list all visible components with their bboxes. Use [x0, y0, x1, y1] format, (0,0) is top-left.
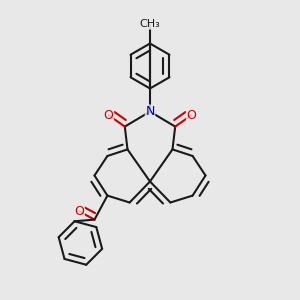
Text: O: O: [104, 109, 113, 122]
Text: O: O: [187, 109, 196, 122]
Text: N: N: [145, 105, 155, 118]
Text: O: O: [75, 205, 84, 218]
Text: CH₃: CH₃: [140, 19, 160, 29]
